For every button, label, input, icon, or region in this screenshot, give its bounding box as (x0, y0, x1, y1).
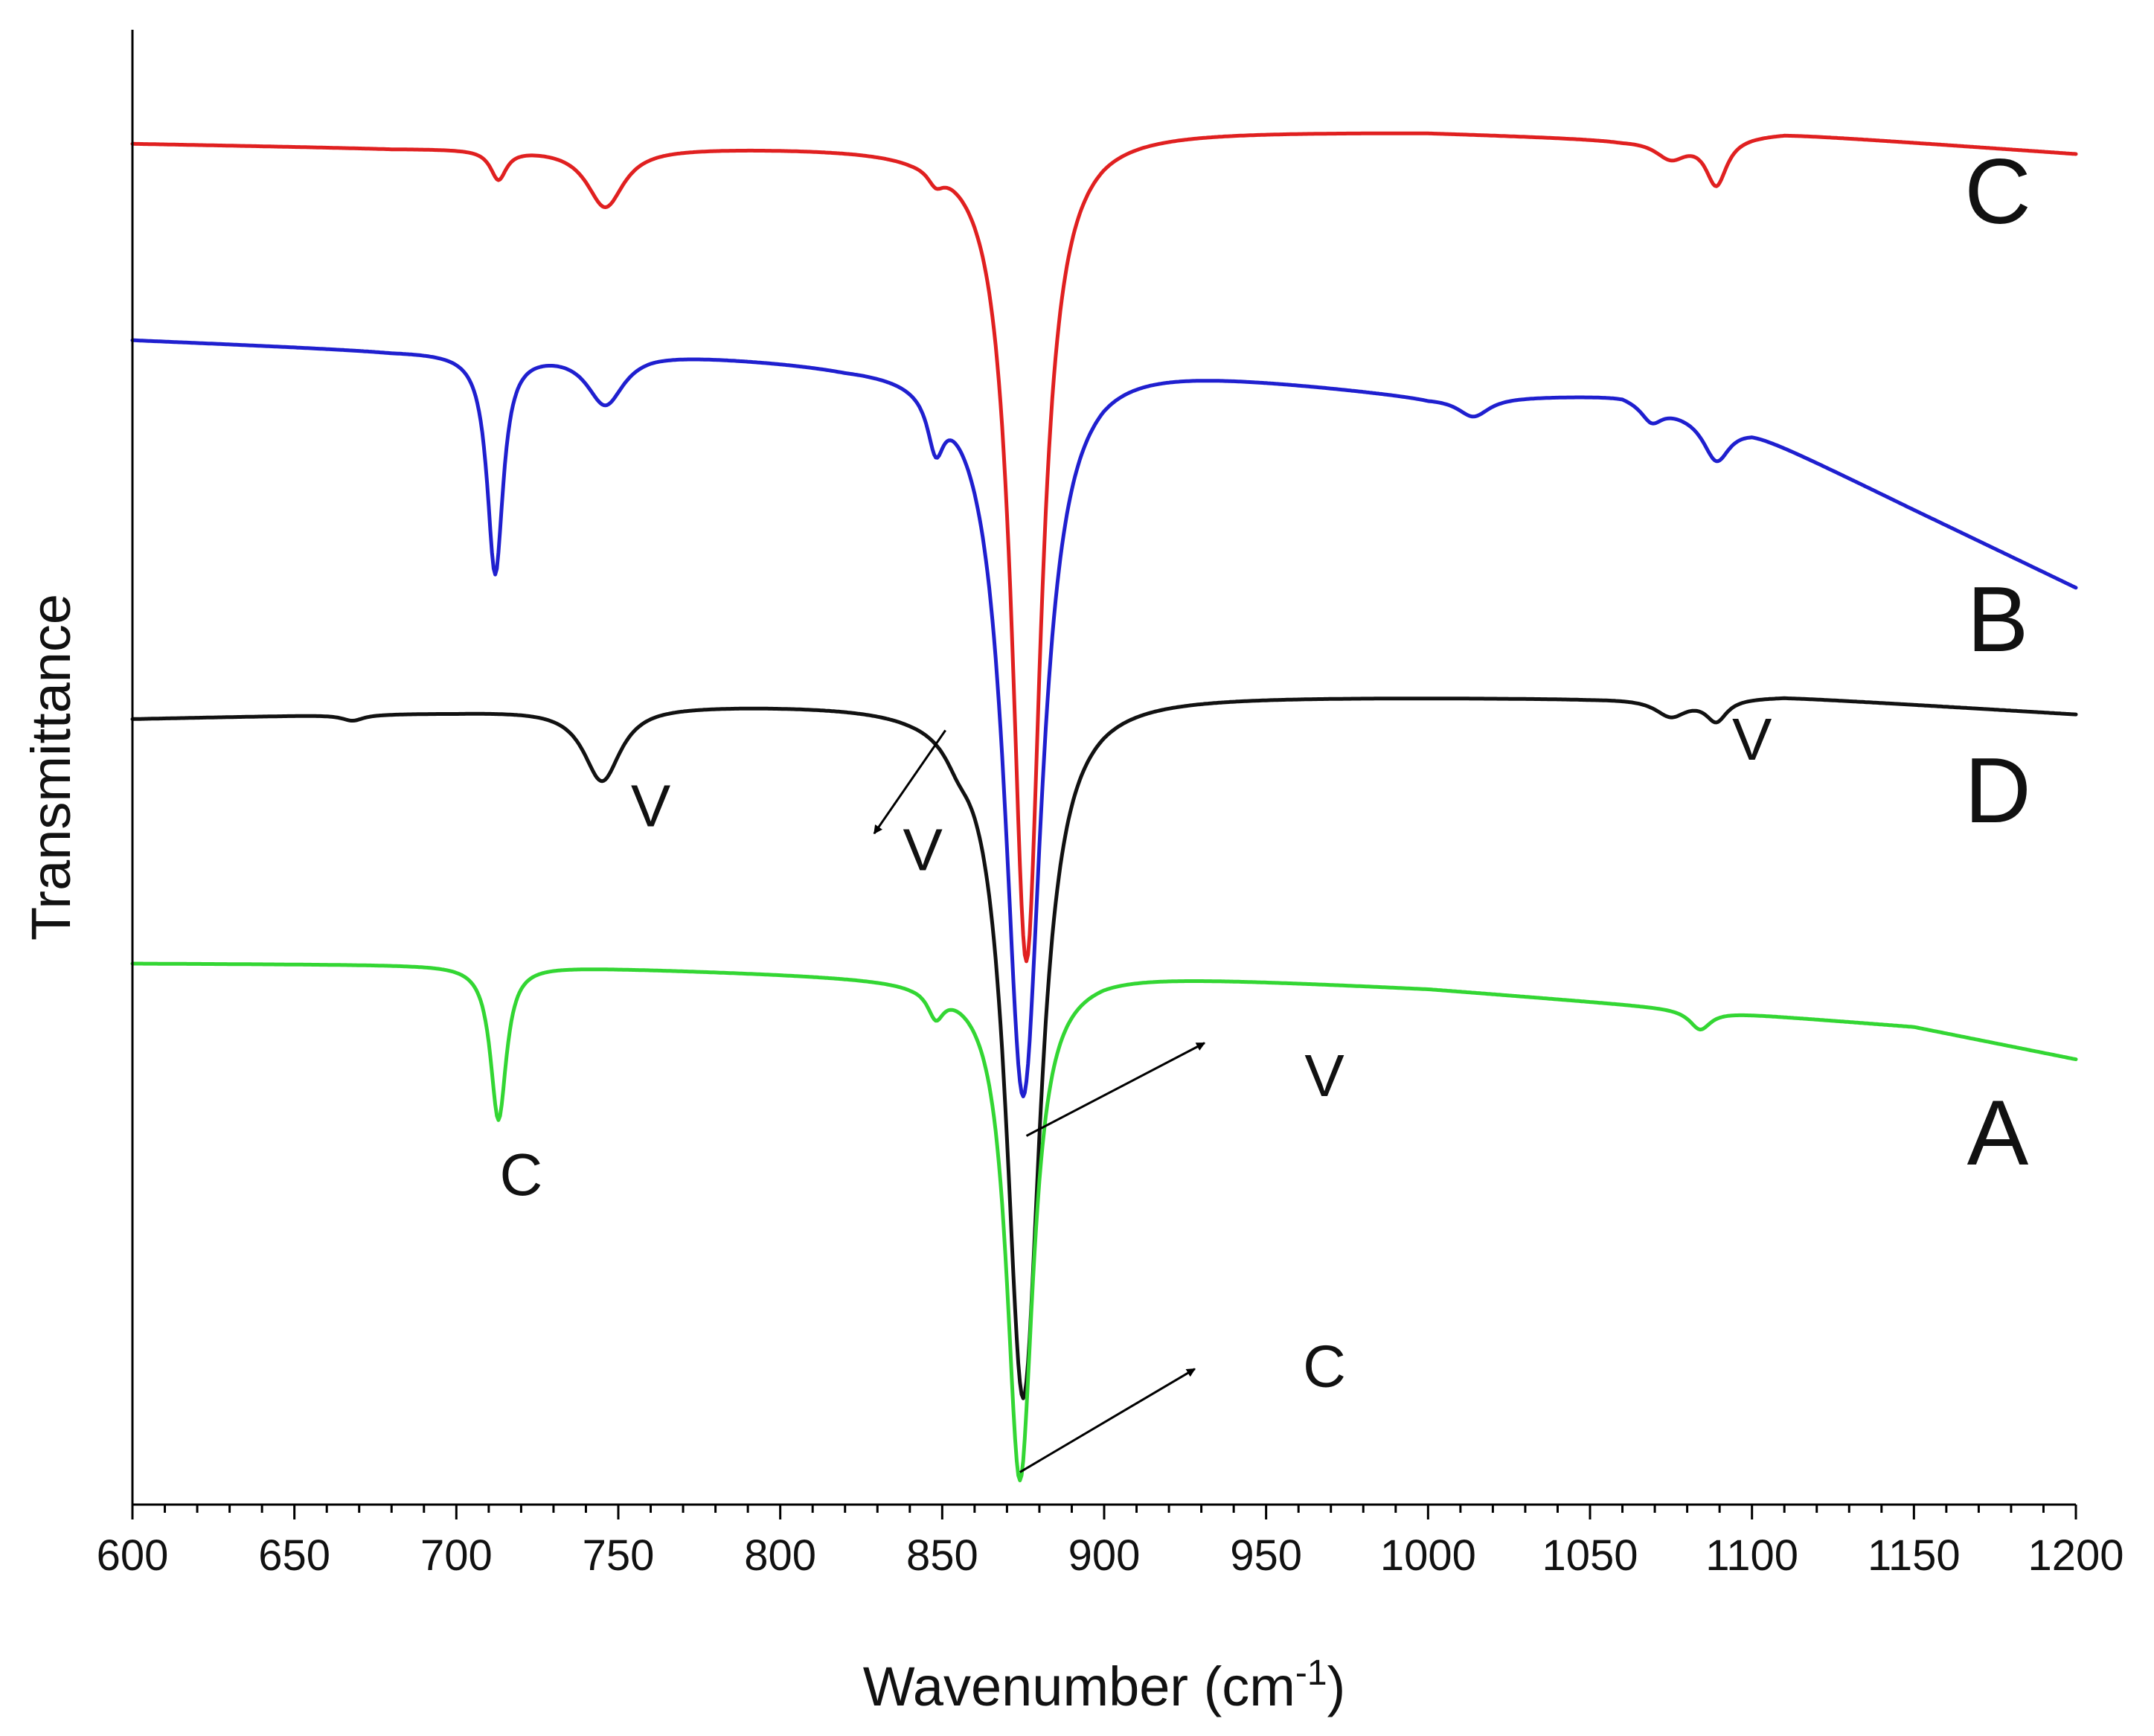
curve-labels: C B D A (1964, 141, 2031, 1185)
annotation-label: V (631, 772, 671, 839)
x-tick-label: 700 (420, 1531, 493, 1580)
curves-layer (130, 131, 2078, 1482)
x-tick-label: 600 (97, 1531, 169, 1580)
curve-label-d: D (1964, 740, 2031, 842)
axes: 600 650 700 750 800 850 900 950 1000 1050 1100 1150… (97, 30, 2124, 1580)
annotation-arrow (1025, 1042, 1206, 1137)
x-tick-label: 800 (744, 1531, 816, 1580)
curve-label-a: A (1967, 1082, 2029, 1185)
x-axis-label-superscript: -1 (1295, 1653, 1327, 1693)
x-tick-label: 1100 (1705, 1531, 1798, 1580)
curve-label-c: C (1964, 141, 2031, 243)
series-line-c (130, 131, 2078, 964)
annotation-arrow (1019, 1368, 1196, 1473)
x-tick-label: 900 (1068, 1531, 1141, 1580)
y-axis-label: Transmittance (20, 594, 82, 941)
x-tick-label: 750 (583, 1531, 655, 1580)
annotation-arrow (873, 729, 946, 835)
series-line-a (130, 961, 2078, 1482)
annotation-arrows (873, 729, 1206, 1473)
x-tick-label: 1150 (1868, 1531, 1961, 1580)
series-line-b (130, 338, 2078, 1098)
x-tick-label: 1050 (1542, 1531, 1638, 1580)
x-ticks: 600 650 700 750 800 850 900 950 1000 1050 1100 1150… (97, 1505, 2124, 1580)
annotation-label: V (903, 817, 943, 883)
x-tick-label: 1200 (2028, 1531, 2123, 1580)
x-tick-label: 1000 (1380, 1531, 1476, 1580)
curve-label-b: B (1967, 568, 2029, 671)
annotation-label: V (1304, 1042, 1344, 1109)
x-tick-label: 950 (1230, 1531, 1302, 1580)
annotation-label: C (1303, 1333, 1346, 1399)
x-axis-label: Wavenumber (cm-1) (863, 1653, 1346, 1717)
x-tick-label: 650 (258, 1531, 330, 1580)
annotation-label: V (1732, 706, 1772, 772)
series-line-d (130, 696, 2078, 1400)
annotation-label: C (500, 1141, 543, 1208)
annotations: C V V V V C (500, 706, 1772, 1399)
x-tick-label: 850 (906, 1531, 978, 1580)
